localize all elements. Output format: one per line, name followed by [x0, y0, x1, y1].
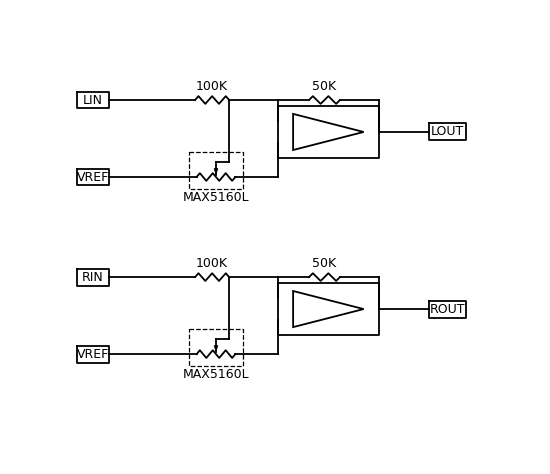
Text: 100K: 100K — [196, 80, 228, 93]
Text: MAX5160L: MAX5160L — [183, 191, 249, 204]
Text: MAX5160L: MAX5160L — [183, 368, 249, 382]
Text: 100K: 100K — [196, 257, 228, 270]
Text: 50K: 50K — [312, 257, 337, 270]
Text: VREF: VREF — [76, 347, 109, 361]
Polygon shape — [214, 346, 218, 351]
Text: LIN: LIN — [83, 93, 103, 107]
Polygon shape — [214, 169, 218, 174]
Text: ROUT: ROUT — [430, 302, 465, 316]
Text: LOUT: LOUT — [431, 126, 464, 138]
Text: 50K: 50K — [312, 80, 337, 93]
Text: RIN: RIN — [82, 271, 103, 283]
Text: VREF: VREF — [76, 171, 109, 183]
